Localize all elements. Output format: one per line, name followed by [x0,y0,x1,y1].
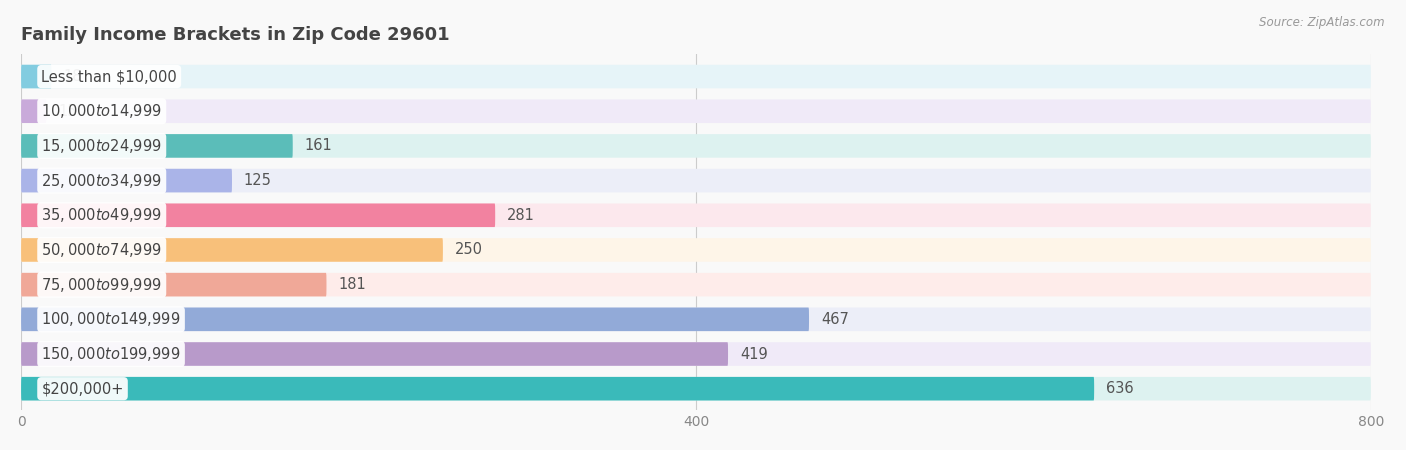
FancyBboxPatch shape [21,307,1371,331]
Text: 161: 161 [305,139,332,153]
Text: 636: 636 [1107,381,1133,396]
Text: $100,000 to $149,999: $100,000 to $149,999 [41,310,181,328]
FancyBboxPatch shape [21,203,495,227]
Text: 18: 18 [63,69,82,84]
Text: $10,000 to $14,999: $10,000 to $14,999 [41,102,162,120]
Text: Source: ZipAtlas.com: Source: ZipAtlas.com [1260,16,1385,29]
Text: Family Income Brackets in Zip Code 29601: Family Income Brackets in Zip Code 29601 [21,26,450,44]
FancyBboxPatch shape [21,342,1371,366]
Text: 281: 281 [508,208,534,223]
FancyBboxPatch shape [21,65,1371,88]
FancyBboxPatch shape [21,99,1371,123]
Text: Less than $10,000: Less than $10,000 [41,69,177,84]
FancyBboxPatch shape [21,169,232,193]
Text: 250: 250 [454,243,482,257]
Text: $15,000 to $24,999: $15,000 to $24,999 [41,137,162,155]
FancyBboxPatch shape [21,273,1371,297]
Text: $200,000+: $200,000+ [41,381,124,396]
FancyBboxPatch shape [21,377,1371,400]
Text: $150,000 to $199,999: $150,000 to $199,999 [41,345,181,363]
FancyBboxPatch shape [21,238,1371,262]
FancyBboxPatch shape [21,134,1371,158]
FancyBboxPatch shape [21,169,1371,193]
Text: 419: 419 [740,346,768,361]
FancyBboxPatch shape [21,99,46,123]
Text: $35,000 to $49,999: $35,000 to $49,999 [41,206,162,224]
FancyBboxPatch shape [21,342,728,366]
Text: 467: 467 [821,312,849,327]
Text: $75,000 to $99,999: $75,000 to $99,999 [41,276,162,294]
Text: 181: 181 [339,277,366,292]
FancyBboxPatch shape [21,203,1371,227]
Text: $50,000 to $74,999: $50,000 to $74,999 [41,241,162,259]
FancyBboxPatch shape [21,377,1094,400]
FancyBboxPatch shape [21,65,52,88]
FancyBboxPatch shape [21,238,443,262]
Text: $25,000 to $34,999: $25,000 to $34,999 [41,171,162,189]
FancyBboxPatch shape [21,307,808,331]
FancyBboxPatch shape [21,273,326,297]
FancyBboxPatch shape [21,134,292,158]
Text: 125: 125 [243,173,271,188]
Text: 15: 15 [58,104,77,119]
